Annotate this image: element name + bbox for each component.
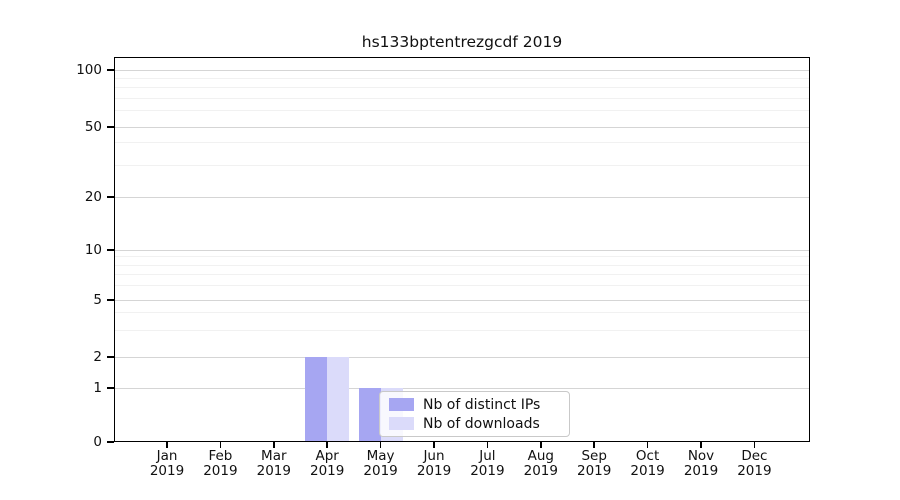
y-tick — [107, 441, 114, 443]
x-tick-label-month: Mar — [261, 448, 287, 464]
x-tick-label-month: May — [366, 448, 395, 464]
gridline-minor — [114, 77, 810, 79]
x-tick — [700, 442, 702, 448]
x-tick-label-month: Feb — [208, 448, 233, 464]
y-tick-label: 100 — [76, 62, 102, 78]
x-tick — [646, 442, 649, 448]
x-tick-label-year: 2019 — [683, 463, 719, 479]
y-tick — [107, 387, 114, 389]
y-tick-label: 20 — [84, 189, 102, 205]
plot-area — [114, 57, 810, 442]
gridline-minor — [114, 87, 810, 89]
y-tick — [107, 196, 114, 198]
x-tick-label-year: 2019 — [310, 463, 345, 479]
gridline-major — [114, 388, 810, 389]
x-tick-label: Jan 2019 — [136, 449, 198, 479]
gridline-minor — [114, 311, 810, 313]
y-tick-label: 50 — [84, 119, 102, 135]
x-tick-label-year: 2019 — [577, 463, 612, 479]
x-tick-label-year: 2019 — [523, 463, 558, 479]
x-tick-label-year: 2019 — [630, 463, 665, 479]
y-tick-label: 1 — [93, 380, 102, 396]
y-tick-label: 10 — [84, 242, 102, 258]
gridline-minor — [114, 264, 810, 266]
legend-swatch-nb-of-distinct-ips — [389, 398, 414, 411]
x-tick-label: Oct 2019 — [617, 449, 679, 479]
x-tick-label-month: Sep — [581, 448, 607, 464]
x-tick-label-month: Dec — [741, 448, 768, 464]
x-tick-label-month: Jun — [423, 448, 445, 464]
x-tick-label-year: 2019 — [737, 463, 772, 479]
chart-title: hs133bptentrezgcdf 2019 — [361, 33, 563, 51]
gridline-minor — [114, 284, 810, 286]
x-tick-label: Jul 2019 — [456, 449, 518, 479]
x-tick-label-month: Jul — [479, 448, 496, 464]
legend-item-nb-of-downloads: Nb of downloads — [389, 415, 560, 432]
legend-swatch-nb-of-downloads — [389, 417, 414, 430]
x-tick-label-month: Aug — [527, 448, 554, 464]
x-tick — [753, 442, 756, 448]
x-tick-label: Sep 2019 — [563, 449, 625, 479]
x-tick-label: Aug 2019 — [510, 449, 572, 479]
x-tick-label-year: 2019 — [363, 463, 398, 479]
x-tick-label-month: Apr — [315, 448, 339, 464]
x-tick-label-month: Oct — [635, 448, 660, 464]
x-tick — [166, 442, 168, 448]
y-tick-label: 5 — [93, 292, 102, 308]
x-tick-label-month: Jan — [156, 448, 178, 464]
y-tick — [107, 126, 114, 128]
gridline-major — [114, 300, 810, 301]
x-tick — [540, 442, 542, 448]
x-tick-label: Feb 2019 — [189, 449, 251, 479]
gridline-minor — [114, 97, 810, 99]
legend: Nb of distinct IPs Nb of downloads — [379, 391, 570, 437]
x-tick-label: Dec 2019 — [723, 449, 785, 479]
x-tick-label-year: 2019 — [149, 463, 185, 479]
x-tick-label-year: 2019 — [470, 463, 505, 479]
legend-item-nb-of-distinct-ips: Nb of distinct IPs — [389, 396, 560, 413]
y-tick-label: 0 — [93, 434, 102, 450]
x-tick — [326, 442, 328, 448]
gridline-minor — [114, 109, 810, 111]
bar-nb-of-downloads-apr-2019 — [327, 357, 350, 442]
gridline-major — [114, 357, 810, 358]
x-tick-label-month: Nov — [687, 448, 715, 464]
gridline-minor — [114, 164, 810, 166]
x-tick — [379, 442, 382, 448]
x-tick — [219, 442, 222, 448]
gridline-major — [114, 70, 810, 71]
gridline-minor — [114, 330, 810, 332]
bar-nb-of-distinct-ips-apr-2019 — [305, 357, 328, 442]
x-tick-label-year: 2019 — [203, 463, 238, 479]
x-tick-label: Nov 2019 — [670, 449, 732, 479]
x-tick-label: Mar 2019 — [243, 449, 305, 479]
x-tick-label-year: 2019 — [416, 463, 452, 479]
y-tick — [107, 356, 114, 358]
legend-label: Nb of distinct IPs — [423, 396, 541, 413]
x-tick — [486, 442, 489, 448]
x-tick — [593, 442, 595, 448]
x-tick-label: May 2019 — [350, 449, 412, 479]
gridline-minor — [114, 142, 810, 144]
x-tick — [433, 442, 435, 448]
gridline-major — [114, 127, 810, 128]
x-tick-label: Jun 2019 — [403, 449, 465, 479]
gridline-major — [114, 250, 810, 251]
gridline-minor — [114, 256, 810, 257]
legend-label: Nb of downloads — [423, 415, 540, 432]
y-tick-label: 2 — [93, 349, 102, 365]
x-tick — [273, 442, 275, 448]
y-tick — [107, 249, 114, 251]
gridline-minor — [114, 274, 810, 276]
gridline-major — [114, 197, 810, 198]
y-tick — [107, 299, 114, 301]
x-tick-label: Apr 2019 — [296, 449, 358, 479]
y-tick — [107, 69, 114, 71]
bar-nb-of-distinct-ips-may-2019 — [358, 388, 381, 442]
x-tick-label-year: 2019 — [256, 463, 291, 479]
